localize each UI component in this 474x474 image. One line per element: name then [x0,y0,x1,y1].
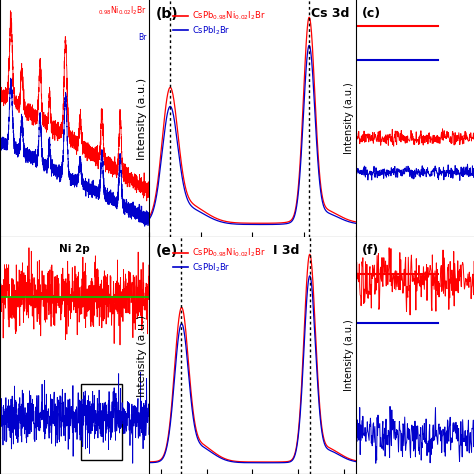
Text: Cs 3d: Cs 3d [311,7,349,20]
Text: Ni 2p: Ni 2p [59,244,90,254]
Y-axis label: Intensity (a.u.): Intensity (a.u.) [137,314,146,397]
Bar [82,383,122,460]
Y-axis label: Intensity (a.u.): Intensity (a.u.) [344,82,354,155]
Text: Br: Br [138,33,146,42]
Legend: CsPb$_{0.98}$Ni$_{0.02}$I$_2$Br, CsPbI$_2$Br: CsPb$_{0.98}$Ni$_{0.02}$I$_2$Br, CsPbI$_… [170,244,269,277]
Text: (b): (b) [155,7,178,21]
X-axis label: Binding Energy (eV): Binding Energy (eV) [197,257,308,267]
Text: I 3d: I 3d [273,244,300,257]
Y-axis label: Intensity (a.u.): Intensity (a.u.) [344,319,354,392]
Legend: CsPb$_{0.98}$Ni$_{0.02}$I$_2$Br, CsPbI$_2$Br: CsPb$_{0.98}$Ni$_{0.02}$I$_2$Br, CsPbI$_… [170,7,269,40]
Text: (e): (e) [155,244,178,258]
Text: (f): (f) [361,244,379,257]
Text: $_{0.98}$Ni$_{0.02}$I$_2$Br: $_{0.98}$Ni$_{0.02}$I$_2$Br [98,5,146,17]
Y-axis label: Intensity (a.u.): Intensity (a.u.) [137,77,146,160]
Text: (c): (c) [361,7,381,20]
